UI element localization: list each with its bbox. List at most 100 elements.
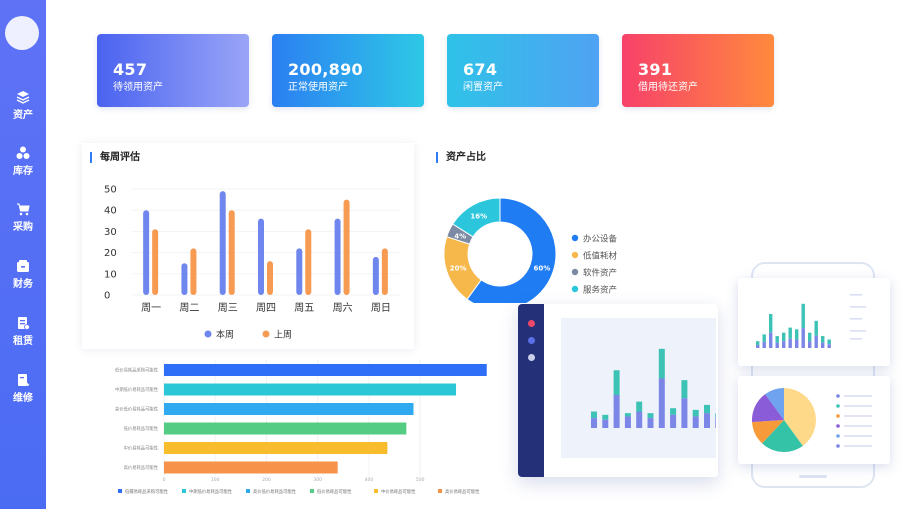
y-tick-label: 0 [104,291,110,302]
cart-icon [17,203,30,216]
sidebar-item-repair[interactable]: 维修 [0,369,46,413]
mock-bar-bottom [715,418,718,428]
legend-label: 高价易耗品可能性 [445,488,480,495]
mock-bar-top [775,336,779,343]
monitor-bar-chart [591,348,718,428]
bar-this-week [296,248,303,295]
sidebar-item-finance[interactable]: 财务 [0,255,46,299]
hbar [164,403,414,415]
mock-bar-top [613,370,620,395]
legend-label: 服务资产 [583,284,617,295]
bar-last-week [152,229,159,295]
mock-bar-bottom [591,418,597,428]
stat-label: 借用待还资产 [638,82,698,93]
stat-value: 457 [113,60,148,79]
stat-label: 正常使用资产 [288,82,348,93]
mock-bar-bottom [658,378,665,428]
hbar [164,383,457,396]
mock-bar-top [801,303,805,329]
mock-bar-bottom [795,339,799,348]
mock-bar-bottom [636,411,643,428]
x-tick-label: 300 [313,477,322,483]
mock-legend-dot [836,394,840,398]
stat-card-pending[interactable]: 457 待领用资产 [97,34,249,107]
legend-label: 中价易耗品可能性 [381,488,416,495]
sidebar-item-assets[interactable]: 资产 [0,86,46,130]
mock-line [850,330,866,332]
mock-legend-dot [836,434,840,438]
mock-bar-bottom [775,342,779,348]
mock-bar-top [670,408,677,415]
lease-icon [18,317,30,330]
mock-pie-slice [752,420,784,444]
mock-bar-top [602,414,609,420]
stat-card-in-use[interactable]: 200,890 正常使用资产 [272,34,424,107]
mock-bar-bottom [756,344,760,348]
sidebar-item-inventory[interactable]: 库存 [0,142,46,186]
sidebar-item-label: 库存 [13,166,33,177]
mock-bar-top [704,404,710,414]
monitor-screen [561,318,718,458]
legend-swatch [571,268,579,276]
sidebar-item-label: 资产 [13,110,33,121]
ratio-panel: 资产占比 60% 办公设备 20% 低值耗材 4% 软件资产 16% 服务资产 [428,143,646,303]
mini-bar-chart [756,294,866,348]
mock-line [844,445,872,447]
mock-bar-top [715,413,718,419]
category-label: 低价易耗品采购可能性 [115,367,159,374]
stat-card-borrowed[interactable]: 391 借用待还资产 [622,34,774,107]
bar-this-week [372,256,379,295]
phone-home-bar [799,475,827,478]
mock-bar-top [788,327,792,339]
category-label: 高价低价易耗品可能性 [115,406,159,413]
bar-this-week [143,210,150,295]
x-tick-label: 周三 [218,302,238,314]
x-tick-label: 500 [416,477,425,483]
mock-line [844,395,872,397]
bar-this-week [258,218,264,295]
stat-value: 674 [463,60,498,79]
mock-line [844,415,872,417]
avatar[interactable] [5,16,39,50]
bar-last-week [190,248,197,295]
x-tick-label: 周日 [371,302,391,314]
mock-line [844,405,872,407]
mock-bar-bottom [670,414,677,428]
sidebar-item-purchase[interactable]: 采购 [0,198,46,242]
monitor-dot [528,354,535,361]
mock-line [850,306,866,308]
sidebar-item-lease[interactable]: 租赁 [0,312,46,356]
legend-swatch [262,330,270,338]
stat-card-idle[interactable]: 674 闲置资产 [447,34,599,107]
mock-bar-top [782,332,786,342]
mock-bar-bottom [762,341,766,348]
boxes-icon [16,146,30,159]
y-tick-label: 30 [104,227,117,238]
legend-label: 中期低价易耗品可能性 [189,488,233,495]
mock-bar-bottom [788,338,792,348]
weekly-panel: 每周评估 0 10 20 30 40 50 周一 周二 周三 周四 周五 周六 周日 本周 上周 [82,143,414,349]
mock-bar-bottom [808,341,812,348]
donut-slice-label: 4% [454,232,466,240]
mock-bar-bottom [782,341,786,348]
x-tick-label: 周二 [179,302,199,314]
mock-pie-slice [762,420,803,452]
legend-swatch [571,234,579,242]
sidebar-item-label: 租赁 [13,336,33,347]
legend-swatch [571,251,579,259]
category-label: 中期低价易耗品可能性 [115,386,159,393]
mock-bar-bottom [647,418,654,428]
donut-slice-label: 60% [533,265,550,273]
legend-swatch [374,489,378,493]
mock-bar-bottom [821,342,825,348]
mock-pie-slice [784,388,816,446]
mock-bar-top [821,336,825,343]
mock-bar-top [756,341,760,345]
mock-pie-slice [765,388,784,420]
sidebar-item-label: 采购 [13,222,33,233]
donut-slice [466,197,557,303]
bar-last-week [343,199,350,295]
donut-slice [452,197,501,238]
